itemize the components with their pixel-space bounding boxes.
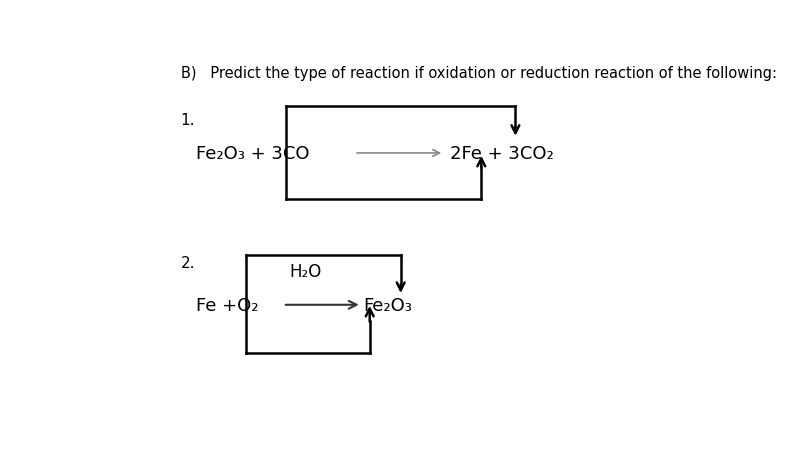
- Text: B)   Predict the type of reaction if oxidation or reduction reaction of the foll: B) Predict the type of reaction if oxida…: [181, 66, 777, 81]
- Text: H₂O: H₂O: [289, 262, 322, 280]
- Text: 2.: 2.: [181, 255, 195, 270]
- Text: Fe +O₂: Fe +O₂: [196, 296, 258, 314]
- Text: 2Fe + 3CO₂: 2Fe + 3CO₂: [450, 144, 554, 163]
- Text: Fe₂O₃: Fe₂O₃: [363, 296, 412, 314]
- Text: Fe₂O₃ + 3CO: Fe₂O₃ + 3CO: [196, 144, 310, 163]
- Text: 1.: 1.: [181, 113, 195, 128]
